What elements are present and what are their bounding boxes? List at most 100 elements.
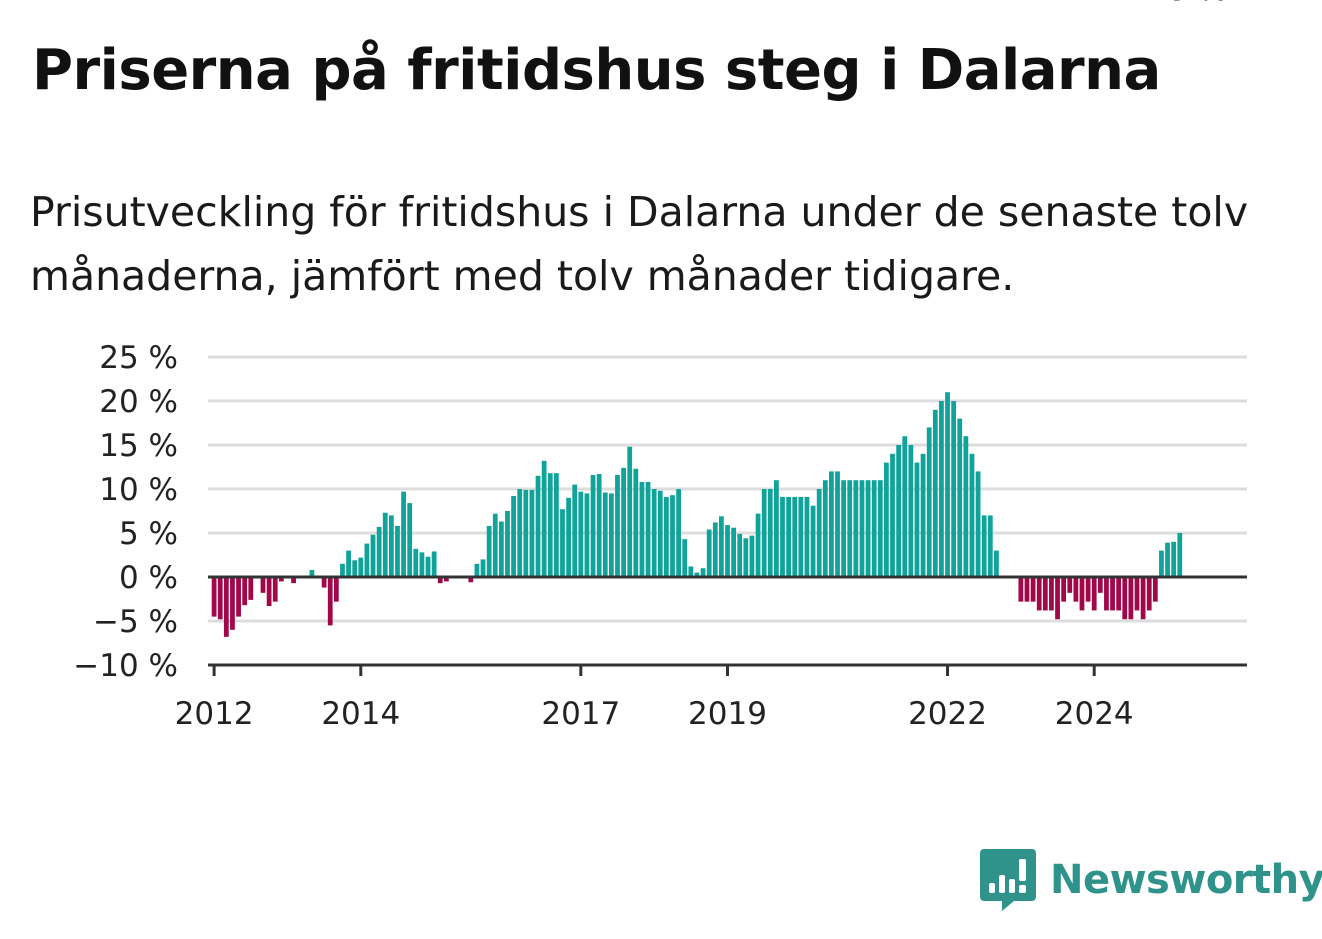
bar	[926, 427, 932, 577]
bar	[1097, 577, 1103, 593]
bar	[505, 511, 510, 577]
tick-labels: 25 % 20 % 15 % 10 % 5 % 0 % −5 % −10 % 2012 2014 2…	[73, 0, 1227, 732]
bar	[382, 512, 388, 577]
axes	[208, 575, 1247, 676]
bar	[822, 480, 828, 577]
bar	[1042, 577, 1048, 611]
y-tick-label: 15 %	[99, 428, 178, 464]
bar	[737, 533, 743, 577]
x-tick-label: 2022	[908, 696, 987, 732]
bar	[676, 489, 681, 577]
bar	[719, 516, 724, 577]
bar	[248, 577, 254, 600]
bar	[688, 566, 694, 577]
bar	[945, 392, 950, 577]
bar	[743, 538, 749, 577]
bar	[657, 490, 663, 577]
bar	[829, 471, 834, 577]
bar	[902, 436, 908, 577]
bar	[621, 467, 626, 577]
x-tick-label: 2012	[175, 696, 254, 732]
bar	[511, 496, 516, 577]
x-tick-label: 2014	[321, 696, 400, 732]
bar	[1171, 541, 1177, 577]
bar	[804, 496, 810, 577]
bar	[1055, 577, 1060, 620]
bar	[841, 480, 847, 577]
last-value-label: 5 %	[1169, 0, 1228, 8]
bar	[413, 548, 419, 577]
bar	[890, 453, 895, 577]
bar	[670, 495, 675, 577]
bar	[535, 475, 541, 577]
bar	[951, 401, 957, 577]
bar	[1165, 542, 1170, 577]
gridlines	[208, 355, 1247, 623]
bar	[816, 489, 822, 577]
bar	[291, 577, 296, 584]
bar	[700, 568, 706, 577]
chart-subtitle: Prisutveckling för fritidshus i Dalarna …	[30, 188, 1249, 300]
y-tick-label: −5 %	[93, 604, 178, 640]
bar	[407, 503, 413, 577]
bar	[920, 453, 926, 577]
bar	[492, 513, 498, 577]
bar	[1018, 577, 1024, 602]
bar	[939, 401, 944, 577]
bar	[602, 492, 608, 577]
bar-chart: 25 % 20 % 15 % 10 % 5 % 0 % −5 % −10 % 2012 2014 2…	[73, 0, 1247, 732]
bar	[370, 534, 376, 577]
x-tick-label: 2017	[541, 696, 620, 732]
bar	[333, 577, 339, 602]
bar	[566, 497, 571, 577]
bar	[847, 480, 853, 577]
y-tick-label: 10 %	[99, 472, 178, 508]
bar	[260, 577, 266, 593]
bar	[767, 489, 773, 577]
bar	[584, 493, 590, 577]
bar	[608, 493, 614, 577]
bar	[1024, 577, 1030, 602]
bar	[1085, 577, 1091, 602]
bar	[1128, 577, 1134, 620]
bar	[1159, 550, 1164, 577]
bar	[431, 551, 437, 577]
bar	[994, 550, 999, 577]
bar	[633, 468, 639, 577]
bar	[541, 460, 547, 577]
bar	[792, 496, 798, 577]
bar	[474, 563, 480, 577]
bar	[376, 526, 382, 577]
bar	[358, 557, 364, 577]
bar	[401, 491, 406, 577]
bar	[1061, 577, 1067, 602]
bar	[853, 480, 859, 577]
bar	[798, 496, 804, 577]
bar	[572, 484, 578, 577]
bar	[914, 462, 920, 577]
bar	[327, 577, 333, 626]
bar	[560, 509, 565, 577]
bar	[1122, 577, 1128, 620]
bar	[932, 409, 938, 577]
bar-series	[211, 392, 1183, 637]
bar	[517, 489, 523, 577]
bar	[236, 577, 241, 617]
y-tick-label: 25 %	[99, 340, 178, 376]
bar	[242, 577, 248, 606]
bar	[877, 480, 883, 577]
x-tick-label: 2024	[1055, 696, 1134, 732]
bar	[443, 577, 449, 582]
bar	[364, 543, 370, 577]
bar	[1110, 577, 1115, 611]
bar	[694, 572, 700, 577]
bar	[859, 480, 865, 577]
bar	[230, 577, 235, 630]
bar	[731, 527, 736, 577]
brand-name: Newsworthy	[1050, 857, 1322, 903]
bar	[272, 577, 278, 602]
bar	[651, 489, 657, 577]
bar	[1152, 577, 1158, 602]
bar	[211, 577, 217, 617]
bar	[352, 560, 358, 577]
